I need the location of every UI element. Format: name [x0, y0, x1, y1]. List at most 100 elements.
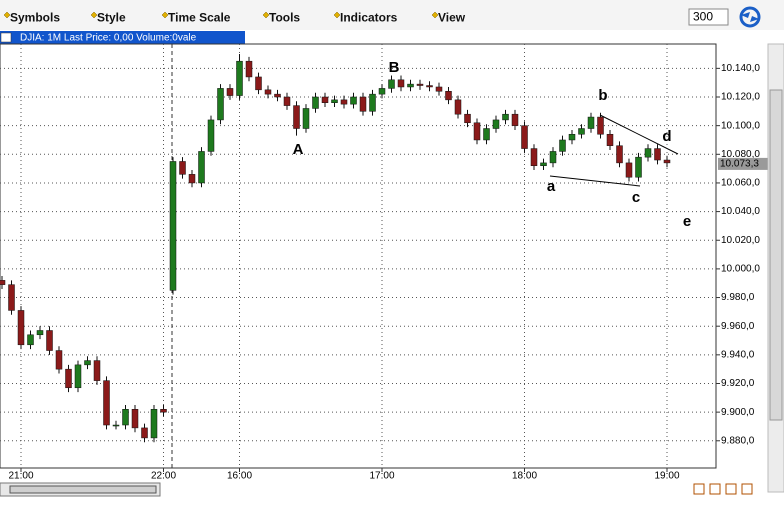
candle-body [27, 334, 34, 346]
wave-label: e [683, 213, 691, 230]
candle-body [17, 310, 25, 346]
candle-body [302, 108, 310, 129]
candle-body [644, 148, 652, 158]
zoom-controls[interactable] [693, 483, 753, 495]
menu-item[interactable]: Indicators [340, 11, 398, 25]
candle-body [597, 116, 604, 135]
candle-body [283, 96, 291, 106]
y-tick-label: 10.120,0 [721, 92, 760, 103]
axes: 9.880,0 9.900,0 9.920,0 9.940,0 9.960,0 9.980… [8, 63, 768, 482]
candle-body [331, 99, 338, 103]
menu-item[interactable]: Symbols [10, 11, 60, 25]
menu-item[interactable]: Time Scale [168, 11, 231, 25]
candle-body [264, 89, 272, 95]
y-tick-label: 10.040,0 [721, 206, 760, 217]
trend-line [599, 114, 679, 155]
y-tick-label: 10.060,0 [721, 178, 760, 189]
candle-body [103, 380, 110, 426]
wave-label: b [598, 87, 607, 104]
candle-body [255, 76, 262, 91]
candle-body [350, 96, 357, 105]
candle-body [8, 284, 15, 311]
refresh-button[interactable] [739, 6, 761, 28]
vertical-scroll-thumb[interactable] [769, 89, 783, 421]
menu-icon [333, 11, 341, 19]
candle-body [416, 83, 424, 86]
candle-body [426, 85, 433, 88]
grid [0, 44, 716, 468]
candle-body [521, 125, 528, 149]
candle-body [207, 119, 215, 152]
menu-item[interactable]: Tools [269, 11, 300, 25]
menu-item[interactable]: Style [97, 11, 126, 25]
candle-body [445, 91, 452, 101]
candle-body [578, 128, 585, 135]
menu-icon [3, 11, 11, 19]
candle-body [616, 145, 623, 164]
candle-body [340, 99, 348, 105]
candle-body [540, 162, 547, 167]
interval-input[interactable] [688, 8, 729, 26]
y-tick-label: 9.900,0 [721, 407, 755, 418]
y-tick-label: 9.880,0 [721, 435, 755, 446]
candle-body [435, 86, 443, 92]
candle-body [407, 83, 414, 88]
menu-bar: Symbols Style Time Scale Tools Indicators Vie… [3, 11, 466, 25]
chart-title: DJIA: 1M Last Price: 0,00 Volume:0vale [20, 33, 197, 44]
candle-body [46, 330, 53, 351]
candle-body [587, 116, 595, 129]
candle-body [131, 409, 139, 429]
wave-label: A [293, 141, 304, 158]
candle-body [654, 148, 661, 161]
candle-body [663, 159, 671, 164]
candle-body [74, 364, 82, 389]
candle-body [236, 60, 243, 96]
candle-body [112, 424, 120, 427]
candle-body [65, 368, 72, 389]
interval-value: 300 [693, 10, 713, 24]
y-tick-label: 10.100,0 [721, 120, 760, 131]
x-tick-label: 22:00 [151, 471, 176, 482]
y-tick-label: 10.020,0 [721, 235, 760, 246]
candle-body [179, 161, 186, 175]
candle-body [0, 280, 6, 285]
candle-body [245, 60, 253, 78]
menu-item[interactable]: View [438, 11, 466, 25]
candle-body [198, 151, 205, 184]
candle-body [388, 79, 395, 89]
candle-body [625, 162, 633, 178]
scroll-thumb[interactable] [9, 485, 157, 494]
wave-label: d [662, 128, 671, 145]
candle-body [378, 88, 386, 95]
menu-icon [90, 11, 98, 19]
candle-body [606, 133, 614, 146]
candle-body [150, 409, 158, 439]
candle-body [359, 96, 367, 112]
candle-body [36, 330, 44, 336]
x-tick-label: 18:00 [512, 471, 537, 482]
candle-body [274, 93, 281, 98]
wave-label: a [547, 178, 556, 195]
x-tick-label: 21:00 [8, 471, 33, 482]
candle-body [369, 93, 376, 112]
candle-body [568, 133, 576, 141]
header-box[interactable] [0, 32, 12, 43]
y-tick-label: 9.980,0 [721, 292, 755, 303]
candle-body [122, 409, 129, 426]
candle-body [559, 139, 566, 152]
candles [0, 54, 671, 443]
candle-body [549, 151, 557, 164]
candle-body [293, 105, 300, 129]
y-tick-label: 9.940,0 [721, 349, 755, 360]
candle-body [312, 96, 319, 109]
menu-icon [161, 11, 169, 19]
chart-header [0, 31, 245, 44]
last-price-tag [718, 157, 768, 170]
menu-icon [431, 11, 439, 19]
y-tick-label: 10.080,0 [721, 149, 760, 160]
y-tick-label: 10.000,0 [721, 264, 760, 275]
candle-body [464, 113, 471, 124]
candle-body [169, 161, 177, 291]
y-tick-label: 9.960,0 [721, 321, 755, 332]
